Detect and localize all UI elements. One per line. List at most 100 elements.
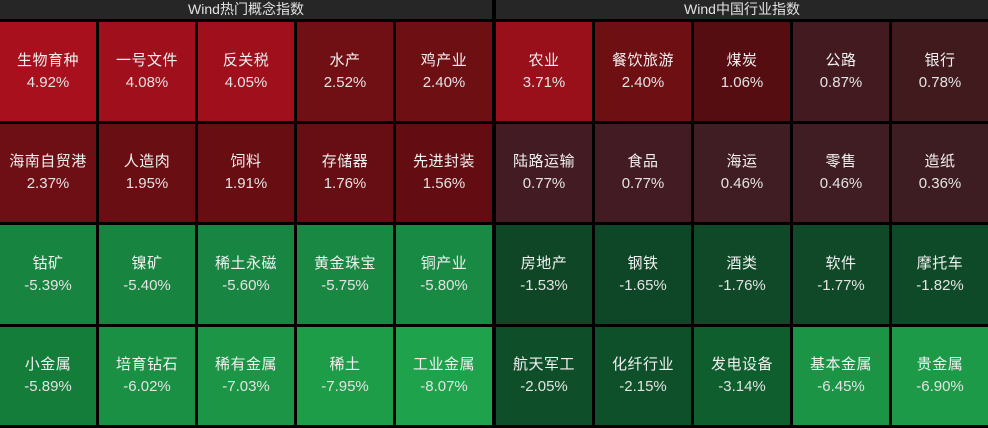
- heatmap-cell[interactable]: 航天军工 -2.05%: [496, 326, 592, 425]
- index-change-percent: -6.90%: [916, 378, 964, 396]
- index-name: 航天军工: [512, 356, 575, 374]
- section-divider: [492, 0, 496, 19]
- index-name: 公路: [825, 51, 857, 69]
- index-name: 生物育种: [16, 51, 79, 69]
- index-name: 发电设备: [710, 356, 773, 374]
- index-change-percent: -5.40%: [123, 276, 171, 294]
- industry-index-section-title: Wind中国行业指数: [496, 0, 988, 19]
- index-name: 小金属: [24, 356, 72, 374]
- index-name: 摩托车: [916, 254, 964, 272]
- heatmap-cell[interactable]: 水产 2.52%: [297, 22, 393, 121]
- heatmap-cell[interactable]: 饲料 1.91%: [198, 123, 294, 222]
- heatmap-cell[interactable]: 零售 0.46%: [793, 123, 889, 222]
- index-name: 水产: [329, 51, 361, 69]
- heatmap-cell[interactable]: 农业 3.71%: [496, 22, 592, 121]
- heatmap-cell[interactable]: 房地产 -1.53%: [496, 225, 592, 324]
- index-name: 培育钻石: [115, 356, 178, 374]
- heatmap-cell[interactable]: 钴矿 -5.39%: [0, 225, 96, 324]
- index-name: 零售: [825, 153, 857, 171]
- index-name: 人造肉: [123, 153, 171, 171]
- index-change-percent: 0.78%: [918, 73, 962, 91]
- index-change-percent: 2.40%: [621, 73, 665, 91]
- heatmap-cell[interactable]: 工业金属 -8.07%: [396, 326, 492, 425]
- heatmap-cell[interactable]: 化纤行业 -2.15%: [595, 326, 691, 425]
- index-name: 稀土永磁: [214, 254, 277, 272]
- heatmap-cell[interactable]: 存储器 1.76%: [297, 123, 393, 222]
- heatmap-cell[interactable]: 餐饮旅游 2.40%: [595, 22, 691, 121]
- index-change-percent: 0.87%: [819, 73, 863, 91]
- index-name: 农业: [528, 51, 560, 69]
- index-change-percent: 0.77%: [522, 175, 566, 193]
- section-headers: Wind热门概念指数 Wind中国行业指数: [0, 0, 988, 19]
- index-name: 稀有金属: [214, 356, 277, 374]
- heatmap-cell[interactable]: 人造肉 1.95%: [99, 123, 195, 222]
- index-change-percent: 0.36%: [918, 175, 962, 193]
- index-name: 工业金属: [412, 356, 475, 374]
- industry-index-grid: 农业 3.71% 餐饮旅游 2.40% 煤炭 1.06% 公路 0.87% 银行 0.78% 陆路运…: [496, 22, 988, 425]
- heatmap-cell[interactable]: 发电设备 -3.14%: [694, 326, 790, 425]
- index-name: 海南自贸港: [9, 153, 87, 171]
- heatmap-cell[interactable]: 稀土永磁 -5.60%: [198, 225, 294, 324]
- heatmap-cell[interactable]: 稀土 -7.95%: [297, 326, 393, 425]
- index-change-percent: -1.76%: [718, 276, 766, 294]
- index-name: 造纸: [924, 153, 956, 171]
- heatmap-grids: 生物育种 4.92% 一号文件 4.08% 反关税 4.05% 水产 2.52% 鸡产业 2.40…: [0, 19, 988, 428]
- index-change-percent: -5.60%: [222, 276, 270, 294]
- heatmap-cell[interactable]: 贵金属 -6.90%: [892, 326, 988, 425]
- index-name: 饲料: [230, 153, 262, 171]
- index-change-percent: -3.14%: [718, 378, 766, 396]
- index-change-percent: 1.95%: [125, 175, 169, 193]
- index-change-percent: -6.45%: [817, 378, 865, 396]
- index-change-percent: -7.95%: [321, 378, 369, 396]
- heatmap-cell[interactable]: 黄金珠宝 -5.75%: [297, 225, 393, 324]
- heatmap-cell[interactable]: 基本金属 -6.45%: [793, 326, 889, 425]
- index-name: 黄金珠宝: [313, 254, 376, 272]
- index-name: 基本金属: [809, 356, 872, 374]
- index-change-percent: -5.39%: [24, 276, 72, 294]
- heatmap-cell[interactable]: 煤炭 1.06%: [694, 22, 790, 121]
- heatmap-cell[interactable]: 先进封装 1.56%: [396, 123, 492, 222]
- section-divider: [492, 22, 496, 425]
- heatmap-cell[interactable]: 镍矿 -5.40%: [99, 225, 195, 324]
- heatmap-cell[interactable]: 摩托车 -1.82%: [892, 225, 988, 324]
- index-name: 一号文件: [115, 51, 178, 69]
- index-change-percent: -6.02%: [123, 378, 171, 396]
- heatmap-cell[interactable]: 钢铁 -1.65%: [595, 225, 691, 324]
- index-name: 房地产: [520, 254, 568, 272]
- heatmap-cell[interactable]: 海南自贸港 2.37%: [0, 123, 96, 222]
- index-change-percent: 1.56%: [422, 175, 466, 193]
- heatmap-cell[interactable]: 陆路运输 0.77%: [496, 123, 592, 222]
- heatmap-cell[interactable]: 生物育种 4.92%: [0, 22, 96, 121]
- heatmap-cell[interactable]: 小金属 -5.89%: [0, 326, 96, 425]
- heatmap-cell[interactable]: 稀有金属 -7.03%: [198, 326, 294, 425]
- index-change-percent: 2.40%: [422, 73, 466, 91]
- heatmap-cell[interactable]: 铜产业 -5.80%: [396, 225, 492, 324]
- heatmap-cell[interactable]: 酒类 -1.76%: [694, 225, 790, 324]
- index-change-percent: 0.46%: [819, 175, 863, 193]
- index-change-percent: 1.06%: [720, 73, 764, 91]
- heatmap-cell[interactable]: 公路 0.87%: [793, 22, 889, 121]
- index-change-percent: -7.03%: [222, 378, 270, 396]
- heatmap-cell[interactable]: 银行 0.78%: [892, 22, 988, 121]
- heatmap-cell[interactable]: 培育钻石 -6.02%: [99, 326, 195, 425]
- index-name: 酒类: [726, 254, 758, 272]
- index-change-percent: -1.82%: [916, 276, 964, 294]
- heatmap-cell[interactable]: 食品 0.77%: [595, 123, 691, 222]
- heatmap-cell[interactable]: 一号文件 4.08%: [99, 22, 195, 121]
- index-name: 钢铁: [627, 254, 659, 272]
- heatmap-cell[interactable]: 造纸 0.36%: [892, 123, 988, 222]
- concept-index-section-title: Wind热门概念指数: [0, 0, 492, 19]
- index-name: 鸡产业: [420, 51, 468, 69]
- heatmap-cell[interactable]: 鸡产业 2.40%: [396, 22, 492, 121]
- heatmap-cell[interactable]: 反关税 4.05%: [198, 22, 294, 121]
- index-change-percent: 1.91%: [224, 175, 268, 193]
- concept-index-grid: 生物育种 4.92% 一号文件 4.08% 反关税 4.05% 水产 2.52% 鸡产业 2.40…: [0, 22, 492, 425]
- index-change-percent: -2.05%: [520, 378, 568, 396]
- heatmap-cell[interactable]: 海运 0.46%: [694, 123, 790, 222]
- index-change-percent: 2.52%: [323, 73, 367, 91]
- index-name: 钴矿: [32, 254, 64, 272]
- index-name: 镍矿: [131, 254, 163, 272]
- heatmap-cell[interactable]: 软件 -1.77%: [793, 225, 889, 324]
- index-name: 化纤行业: [611, 356, 674, 374]
